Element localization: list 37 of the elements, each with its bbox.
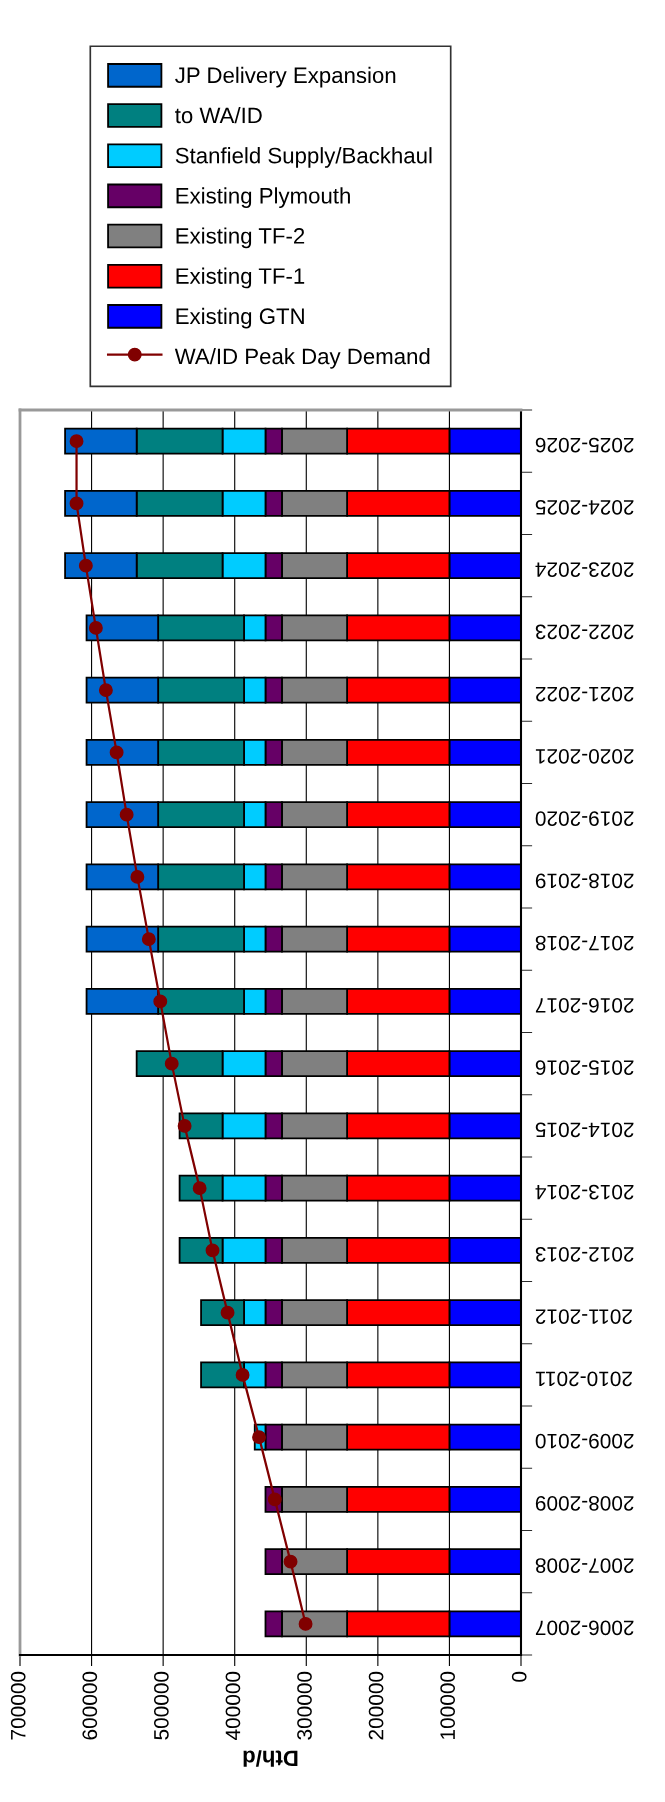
x-tick-label: 600000	[82, 1671, 98, 1740]
legend-label: WA/ID Peak Day Demand	[174, 347, 430, 369]
legend-label: Stanfield Supply/Backhaul	[175, 147, 432, 168]
x-tick-label: 200000	[368, 1671, 384, 1740]
y-tick-label: 2019-2020	[535, 811, 634, 826]
y-tick-label: 2015-2016	[535, 1060, 634, 1075]
legend-label: JP Delivery Expansion	[175, 66, 396, 88]
y-tick-label: 2013-2014	[535, 1184, 634, 1200]
x-tick-label: 0	[511, 1671, 527, 1682]
legend-label: to WA/ID	[175, 106, 262, 124]
y-tick-label: 2023-2024	[535, 562, 634, 577]
legend-label: Existing GTN	[176, 307, 304, 329]
y-tick-label: 2006-2007	[535, 1620, 634, 1636]
legend-label: Existing TF-1	[176, 267, 305, 289]
x-axis-title: Dth/d	[243, 1750, 298, 1767]
y-tick-label: 2025-2026	[535, 437, 634, 453]
y-tick-label: 2008-2009	[535, 1495, 634, 1511]
y-tick-label: 2022-2023	[535, 624, 634, 640]
x-tick-label: 700000	[10, 1671, 26, 1740]
x-tick-label: 400000	[225, 1671, 241, 1741]
y-tick-label: 2020-2021	[535, 748, 634, 764]
legend-label: Existing Plymouth	[176, 187, 350, 208]
legend-label: Existing TF-2	[176, 227, 305, 249]
y-tick-label: 2007-2008	[535, 1558, 634, 1573]
x-tick-label: 500000	[153, 1671, 169, 1740]
y-tick-label: 2016-2017	[535, 997, 634, 1013]
y-tick-label: 2011-2012	[535, 1309, 632, 1324]
y-tick-label: 2012-2013	[535, 1246, 634, 1262]
y-tick-label: 2014-2015	[535, 1122, 634, 1138]
x-tick-label: 100000	[440, 1671, 456, 1739]
y-tick-label: 2010-2011	[535, 1371, 632, 1387]
y-tick-label: 2024-2025	[535, 499, 634, 515]
y-tick-label: 2021-2022	[535, 686, 634, 702]
x-tick-label: 300000	[297, 1671, 312, 1740]
y-tick-label: 2017-2018	[535, 935, 634, 951]
y-tick-label: 2009-2010	[535, 1433, 634, 1449]
y-tick-label: 2018-2019	[535, 873, 634, 889]
